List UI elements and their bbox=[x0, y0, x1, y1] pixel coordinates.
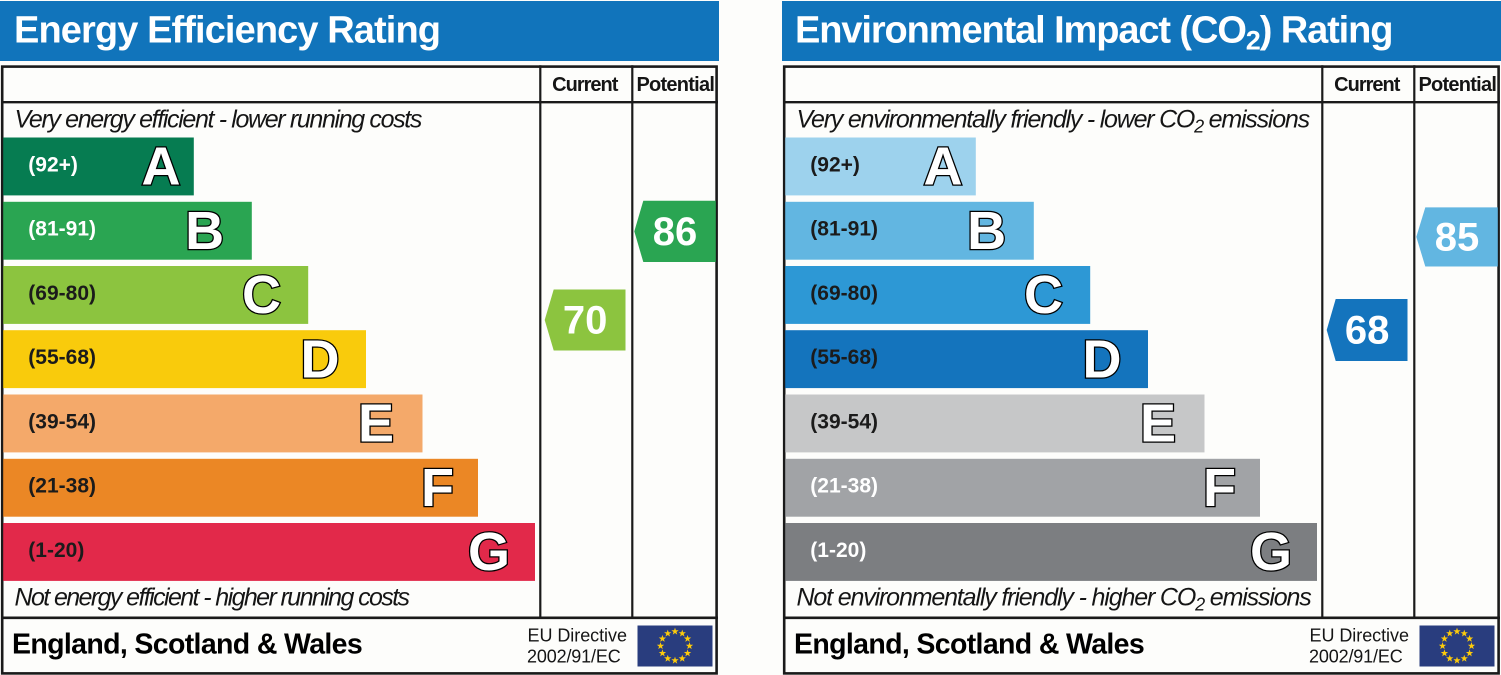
svg-text:(69-80): (69-80) bbox=[810, 282, 878, 305]
svg-text:Very environmentally friendly: Very environmentally friendly - lower CO… bbox=[797, 106, 1310, 137]
svg-text:Not environmentally friendly -: Not environmentally friendly - higher CO… bbox=[797, 584, 1312, 615]
svg-text:Energy Efficiency Rating: Energy Efficiency Rating bbox=[14, 10, 440, 52]
svg-text:EU Directive: EU Directive bbox=[1310, 626, 1409, 646]
svg-text:(1-20): (1-20) bbox=[810, 539, 866, 562]
svg-text:68: 68 bbox=[1345, 308, 1390, 352]
svg-text:F: F bbox=[421, 458, 454, 518]
svg-text:70: 70 bbox=[563, 298, 608, 342]
svg-text:(1-20): (1-20) bbox=[28, 539, 84, 562]
svg-text:A: A bbox=[924, 137, 963, 197]
svg-text:E: E bbox=[1140, 394, 1176, 454]
svg-text:Potential: Potential bbox=[636, 74, 714, 96]
svg-text:Environmental Impact (CO2) Rat: Environmental Impact (CO2) Rating bbox=[795, 10, 1392, 56]
svg-text:(92+): (92+) bbox=[810, 153, 860, 176]
svg-text:(92+): (92+) bbox=[28, 153, 78, 176]
svg-text:G: G bbox=[1250, 522, 1292, 582]
svg-text:(55-68): (55-68) bbox=[28, 346, 96, 369]
svg-text:(39-54): (39-54) bbox=[28, 410, 96, 433]
svg-text:EU Directive: EU Directive bbox=[528, 626, 627, 646]
svg-text:Not energy efficient - higher: Not energy efficient - higher running co… bbox=[15, 584, 410, 612]
svg-text:(21-38): (21-38) bbox=[810, 475, 878, 498]
svg-text:D: D bbox=[301, 329, 340, 389]
svg-text:(81-91): (81-91) bbox=[810, 218, 878, 241]
svg-text:(81-91): (81-91) bbox=[28, 218, 96, 241]
svg-text:D: D bbox=[1083, 329, 1122, 389]
svg-text:2002/91/EC: 2002/91/EC bbox=[1309, 647, 1403, 667]
svg-text:(39-54): (39-54) bbox=[810, 410, 878, 433]
svg-text:Very energy efficient - lower: Very energy efficient - lower running co… bbox=[15, 106, 422, 134]
svg-text:Current: Current bbox=[1334, 74, 1401, 96]
svg-text:Current: Current bbox=[552, 74, 619, 96]
svg-text:85: 85 bbox=[1435, 215, 1480, 259]
svg-text:England, Scotland & Wales: England, Scotland & Wales bbox=[12, 629, 362, 661]
svg-text:2002/91/EC: 2002/91/EC bbox=[527, 647, 621, 667]
svg-text:E: E bbox=[358, 394, 394, 454]
svg-text:86: 86 bbox=[653, 210, 698, 254]
svg-text:B: B bbox=[185, 201, 224, 261]
svg-text:B: B bbox=[967, 201, 1006, 261]
svg-text:G: G bbox=[468, 522, 510, 582]
svg-text:(21-38): (21-38) bbox=[28, 475, 96, 498]
svg-text:England, Scotland & Wales: England, Scotland & Wales bbox=[794, 629, 1144, 661]
svg-text:A: A bbox=[142, 137, 181, 197]
svg-text:Potential: Potential bbox=[1418, 74, 1496, 96]
svg-text:C: C bbox=[1024, 265, 1063, 325]
svg-text:C: C bbox=[242, 265, 281, 325]
svg-text:(69-80): (69-80) bbox=[28, 282, 96, 305]
svg-text:F: F bbox=[1203, 458, 1236, 518]
svg-text:(55-68): (55-68) bbox=[810, 346, 878, 369]
